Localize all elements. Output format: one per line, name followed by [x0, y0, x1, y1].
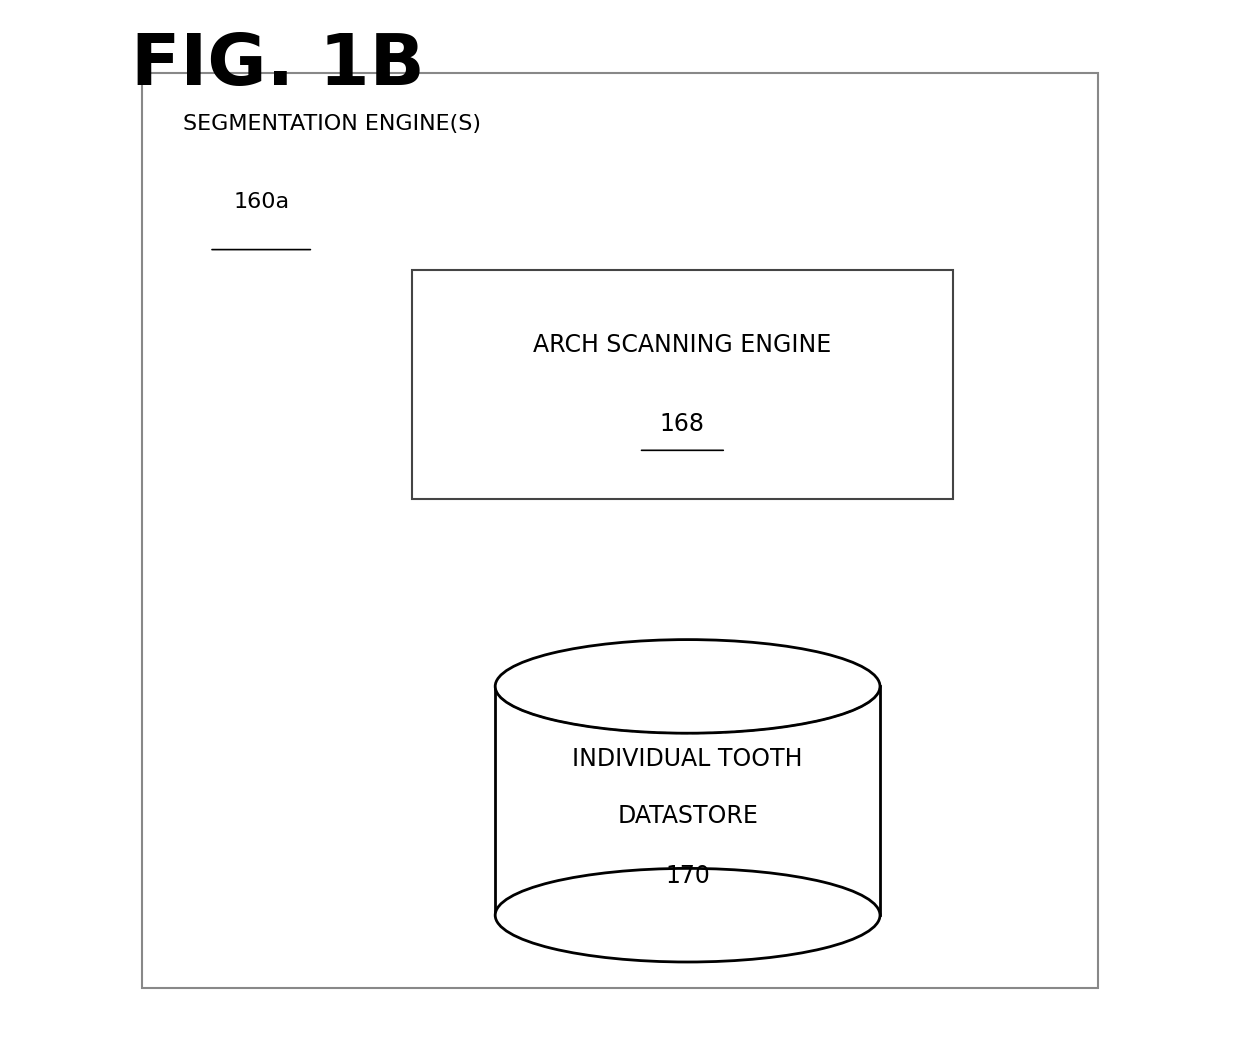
- Text: INDIVIDUAL TOOTH: INDIVIDUAL TOOTH: [573, 747, 802, 772]
- Text: FIG. 1B: FIG. 1B: [131, 31, 425, 100]
- Ellipse shape: [495, 640, 880, 733]
- Text: DATASTORE: DATASTORE: [618, 804, 758, 829]
- Text: 170: 170: [665, 863, 711, 888]
- Ellipse shape: [495, 868, 880, 962]
- Text: ARCH SCANNING ENGINE: ARCH SCANNING ENGINE: [533, 333, 832, 358]
- Polygon shape: [495, 686, 880, 915]
- FancyBboxPatch shape: [141, 73, 1099, 988]
- Text: 168: 168: [660, 412, 704, 437]
- Text: SEGMENTATION ENGINE(S): SEGMENTATION ENGINE(S): [184, 114, 481, 134]
- FancyBboxPatch shape: [412, 270, 952, 499]
- Text: 160a: 160a: [233, 192, 289, 212]
